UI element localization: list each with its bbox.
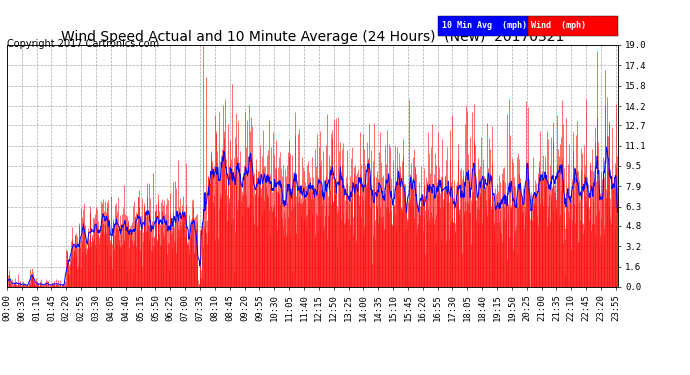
Text: Wind  (mph): Wind (mph) [531, 21, 586, 30]
Text: Copyright 2017 Cartronics.com: Copyright 2017 Cartronics.com [7, 39, 159, 50]
Text: 10 Min Avg  (mph): 10 Min Avg (mph) [442, 21, 526, 30]
Title: Wind Speed Actual and 10 Minute Average (24 Hours)  (New)  20170321: Wind Speed Actual and 10 Minute Average … [61, 30, 564, 44]
